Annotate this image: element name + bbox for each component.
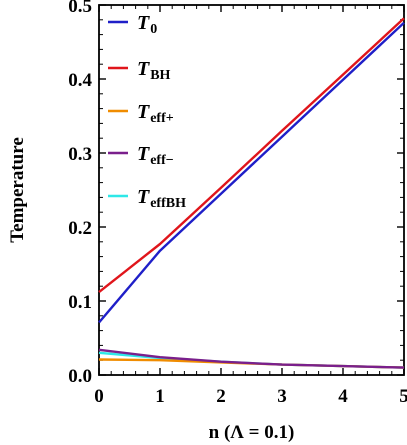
legend-entry-1: TBH [137, 58, 171, 83]
y-axis-label: Temperature [7, 137, 28, 243]
series-lines [98, 17, 405, 369]
y-tick-label: 0.2 [68, 218, 92, 239]
x-tick-label: 2 [216, 386, 226, 407]
legend-entry-3: Teff− [137, 143, 174, 168]
y-tick-label: 0.0 [68, 366, 92, 387]
x-tick-label: 1 [155, 386, 165, 407]
y-tick-label: 0.5 [68, 0, 92, 17]
legend-symbol: T [137, 143, 150, 165]
legend-subscript: BH [150, 68, 170, 83]
legend-symbol: T [137, 186, 150, 208]
legend-subscript: eff+ [150, 111, 174, 126]
legend-subscript: effBH [150, 196, 186, 211]
y-tick-label: 0.3 [68, 144, 92, 165]
x-tick-label: 0 [94, 386, 104, 407]
y-tick-label: 0.1 [68, 292, 92, 313]
x-tick-label: 3 [277, 386, 287, 407]
x-axis-ticks: 0 1 2 3 4 5 [94, 5, 407, 407]
legend-entry-0: T0 [137, 12, 157, 37]
series-line-0 [98, 21, 405, 324]
series-line-3 [98, 348, 405, 369]
y-tick-label: 0.4 [68, 70, 92, 91]
legend-entry-4: TeffBH [137, 186, 186, 211]
legend-subscript: 0 [150, 22, 157, 37]
plot-frame [98, 4, 405, 376]
x-tick-label: 5 [399, 386, 407, 407]
x-axis-label: n (Λ = 0.1) [209, 422, 295, 443]
legend-symbol: T [137, 101, 150, 123]
y-axis-ticks: 0.0 0.1 0.2 0.3 0.4 0.5 [68, 0, 404, 387]
legend-symbol: T [137, 12, 150, 34]
legend-subscript: eff− [150, 153, 174, 168]
series-line-1 [98, 17, 405, 294]
x-tick-label: 4 [338, 386, 348, 407]
legend-symbol: T [137, 58, 150, 80]
legend-entry-2: Teff+ [137, 101, 174, 126]
